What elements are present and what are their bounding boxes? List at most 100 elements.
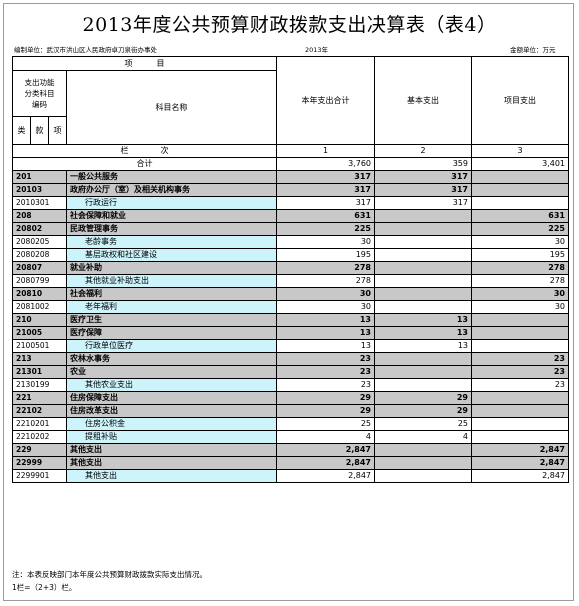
subject-name-cell: 社会福利	[66, 287, 277, 301]
project-cell	[471, 339, 569, 353]
code-cell: 208	[12, 209, 67, 223]
project-cell: 30	[471, 235, 569, 249]
expenditure-table: 项 目 本年支出合计 基本支出 项目支出 支出功能分类科目编码 科目名称 类 款…	[12, 56, 569, 483]
note-line-1: 注：本表反映部门本年度公共预算财政拨款实际支出情况。	[12, 570, 207, 579]
total-cell: 317	[276, 196, 375, 210]
total-label: 合计	[12, 157, 277, 171]
header-project: 项目支出	[471, 56, 569, 145]
subject-name-cell: 医疗卫生	[66, 313, 277, 327]
total-cell: 25	[276, 417, 375, 431]
header-lanci: 栏 次	[12, 144, 277, 158]
project-cell	[471, 313, 569, 327]
table-row: 210 医疗卫生 13 13	[12, 313, 569, 327]
table-notes: 注：本表反映部门本年度公共预算财政拨款实际支出情况。 1栏=（2+3）栏。	[12, 568, 207, 594]
table-row: 20103 政府办公厅（室）及相关机构事务 317 317	[12, 183, 569, 197]
table-row: 22999 其他支出 2,847 2,847	[12, 456, 569, 470]
header-basic: 基本支出	[374, 56, 472, 145]
total-cell: 30	[276, 235, 375, 249]
table-row: 22102 住房改革支出 29 29	[12, 404, 569, 418]
basic-cell: 13	[374, 313, 472, 327]
table-row: 20802 民政管理事务 225 225	[12, 222, 569, 236]
basic-cell	[374, 443, 472, 457]
code-cell: 22102	[12, 404, 67, 418]
code-cell: 2210202	[12, 430, 67, 444]
code-cell: 20807	[12, 261, 67, 275]
project-cell: 2,847	[471, 456, 569, 470]
basic-cell: 13	[374, 339, 472, 353]
subject-name-cell: 行政单位医疗	[66, 339, 277, 353]
table-row: 2080205 老龄事务 30 30	[12, 235, 569, 249]
table-row: 20807 就业补助 278 278	[12, 261, 569, 275]
basic-cell: 317	[374, 196, 472, 210]
basic-cell	[374, 287, 472, 301]
basic-cell: 29	[374, 404, 472, 418]
total-cell: 278	[276, 261, 375, 275]
subject-name-cell: 民政管理事务	[66, 222, 277, 236]
total-cell: 195	[276, 248, 375, 262]
code-cell: 2299901	[12, 469, 67, 483]
total-cell: 30	[276, 287, 375, 301]
compiling-unit: 编制单位：武汉市洪山区人民政府卓刀泉街办事处	[14, 46, 157, 54]
total-cell: 631	[276, 209, 375, 223]
total-cell: 317	[276, 170, 375, 184]
code-cell: 2100501	[12, 339, 67, 353]
column-number-3: 3	[471, 144, 569, 158]
note-line-2: 1栏=（2+3）栏。	[12, 583, 77, 592]
subject-name-cell: 一般公共服务	[66, 170, 277, 184]
project-cell: 30	[471, 300, 569, 314]
code-cell: 20802	[12, 222, 67, 236]
header-item: 项 目	[12, 56, 277, 71]
subject-name-cell: 住房公积金	[66, 417, 277, 431]
total-cell: 30	[276, 300, 375, 314]
subject-name-cell: 其他农业支出	[66, 378, 277, 392]
subject-name-cell: 住房改革支出	[66, 404, 277, 418]
total-cell: 4	[276, 430, 375, 444]
basic-cell: 25	[374, 417, 472, 431]
total-cell: 13	[276, 326, 375, 340]
subject-name-cell: 其他支出	[66, 456, 277, 470]
total-cell: 29	[276, 404, 375, 418]
total-cell: 23	[276, 352, 375, 366]
code-cell: 2080205	[12, 235, 67, 249]
basic-cell	[374, 365, 472, 379]
report-year: 2013年	[305, 46, 329, 54]
total-cell: 23	[276, 378, 375, 392]
table-row: 21005 医疗保障 13 13	[12, 326, 569, 340]
total-cell: 317	[276, 183, 375, 197]
code-cell: 20810	[12, 287, 67, 301]
basic-cell	[374, 261, 472, 275]
project-cell	[471, 417, 569, 431]
table-row: 2080208 基层政权和社区建设 195 195	[12, 248, 569, 262]
basic-cell	[374, 235, 472, 249]
project-cell: 278	[471, 261, 569, 275]
total-basic: 359	[374, 157, 472, 171]
total-row: 合计 3,760 359 3,401	[12, 157, 569, 171]
table-row: 2299901 其他支出 2,847 2,847	[12, 469, 569, 483]
subject-name-cell: 农林水事务	[66, 352, 277, 366]
subject-name-cell: 社会保障和就业	[66, 209, 277, 223]
project-cell: 225	[471, 222, 569, 236]
project-cell: 2,847	[471, 469, 569, 483]
code-cell: 21301	[12, 365, 67, 379]
total-cell: 13	[276, 339, 375, 353]
table-row: 21301 农业 23 23	[12, 365, 569, 379]
subject-name-cell: 其他支出	[66, 443, 277, 457]
table-row: 2081002 老年福利 30 30	[12, 300, 569, 314]
header-subject-name: 科目名称	[66, 70, 277, 145]
basic-cell	[374, 222, 472, 236]
project-cell: 23	[471, 352, 569, 366]
project-cell	[471, 183, 569, 197]
basic-cell: 29	[374, 391, 472, 405]
code-cell: 2080208	[12, 248, 67, 262]
basic-cell: 13	[374, 326, 472, 340]
code-cell: 229	[12, 443, 67, 457]
table-row: 229 其他支出 2,847 2,847	[12, 443, 569, 457]
header-xiang: 项	[48, 116, 67, 145]
table-row: 208 社会保障和就业 631 631	[12, 209, 569, 223]
table-row: 221 住房保障支出 29 29	[12, 391, 569, 405]
header-row-classes: 类 款 项	[12, 116, 569, 145]
project-cell: 195	[471, 248, 569, 262]
project-cell	[471, 170, 569, 184]
table-row: 20810 社会福利 30 30	[12, 287, 569, 301]
subject-name-cell: 行政运行	[66, 196, 277, 210]
